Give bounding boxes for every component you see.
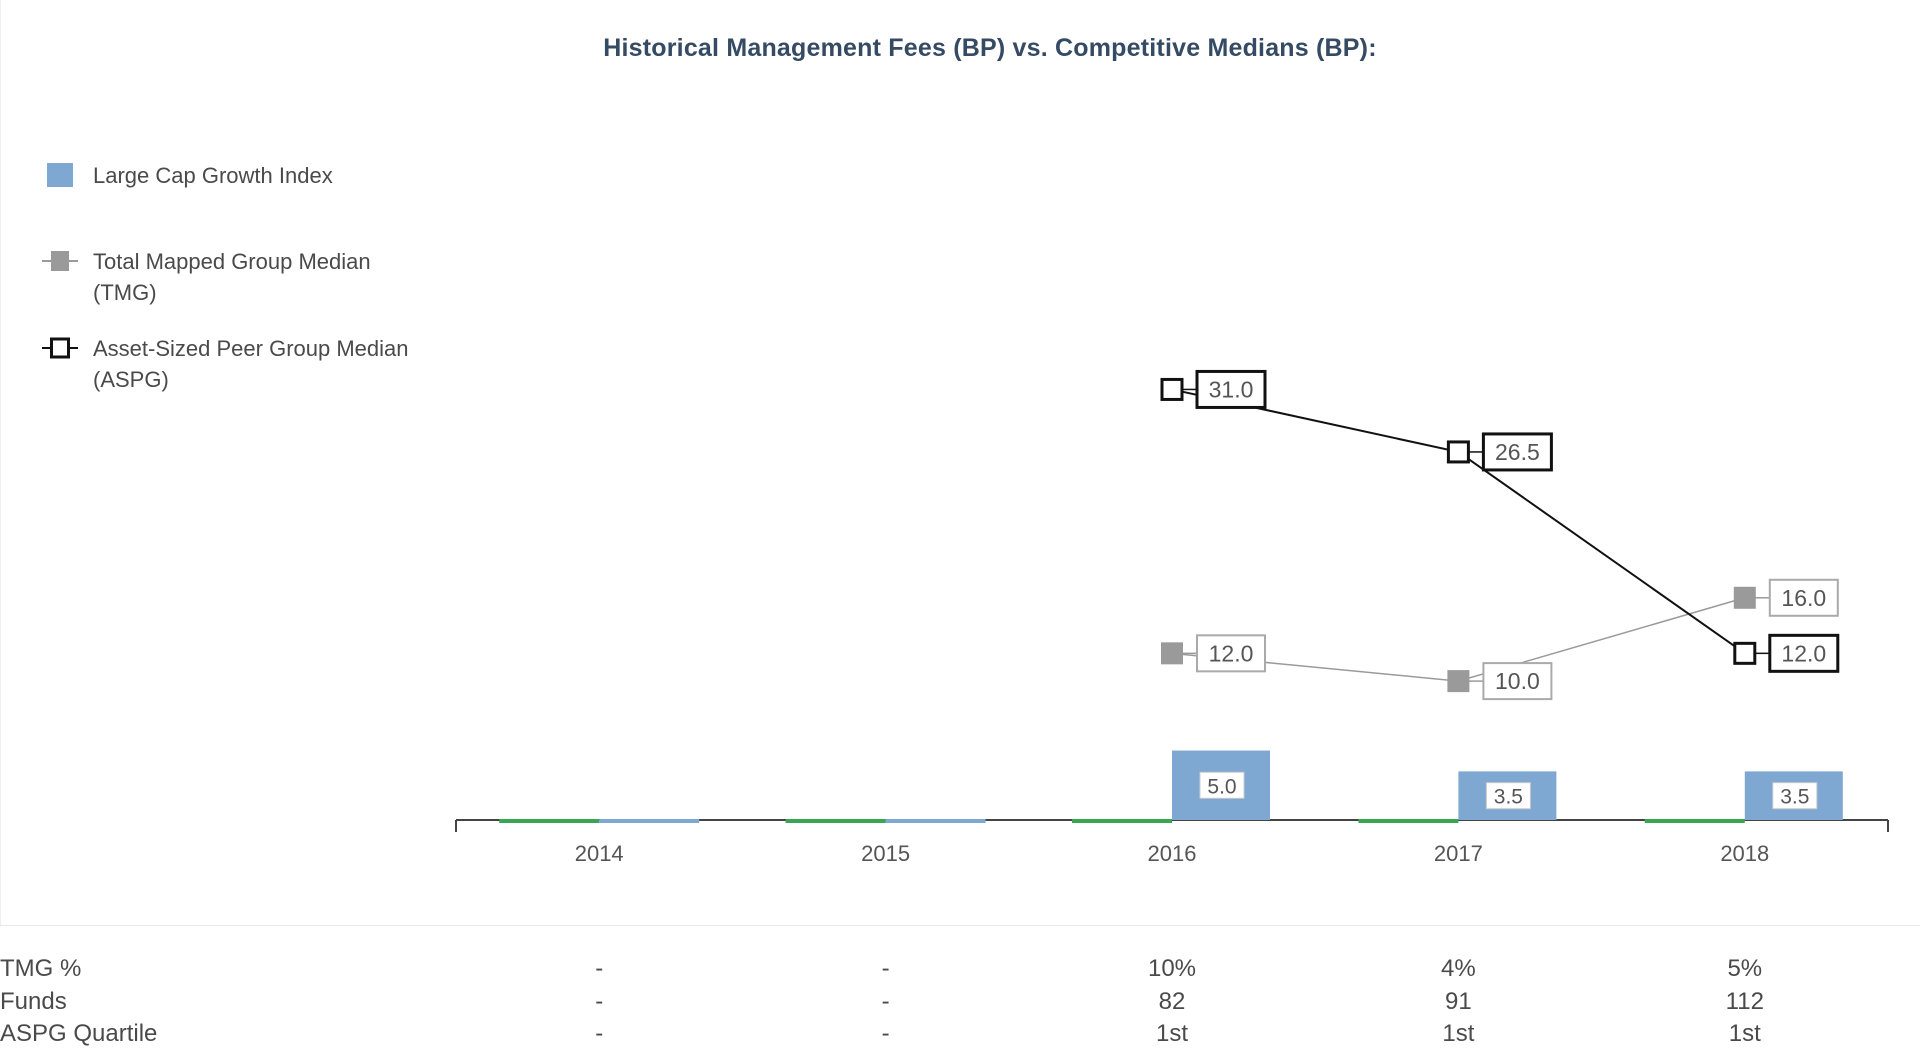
series-data-label: 10.0 [1495, 668, 1540, 694]
table-cell: - [595, 955, 604, 982]
series-data-label-box [1195, 369, 1267, 409]
legend-label: Large Cap Growth Index [93, 163, 333, 188]
series-marker [1447, 670, 1470, 693]
series-data-label: 26.5 [1495, 439, 1540, 465]
series-data-label: 12.0 [1209, 640, 1254, 666]
table-cell: 4% [1441, 955, 1476, 982]
bar-data-label: 3.5 [1780, 786, 1809, 809]
table-cell: - [881, 988, 890, 1015]
legend-label: Total Mapped Group Median (TMG) [93, 249, 371, 305]
series-data-label-box [1768, 578, 1839, 617]
open-square-line-icon [42, 337, 78, 359]
table-cell: 82 [1158, 988, 1186, 1015]
series-data-label-box [1196, 634, 1266, 673]
gray-square-line-icon [42, 251, 78, 271]
bar-data-label: 5.0 [1207, 775, 1236, 798]
series-data-label: 12.0 [1781, 640, 1826, 666]
series-marker [1161, 642, 1183, 665]
chart-plot: 2014 2015 5.0 2016 3.5 2017 3.5 2018 12.0 10.0 16.… [455, 369, 1889, 866]
series-marker [1446, 440, 1470, 464]
table-cell: - [595, 1020, 604, 1047]
table-divider [0, 925, 1920, 926]
series-marker [1733, 586, 1756, 609]
series-data-label: 31.0 [1209, 376, 1254, 402]
chart-title: Historical Management Fees (BP) vs. Comp… [603, 34, 1377, 62]
table-cell: 10% [1147, 955, 1197, 982]
table-cell: - [881, 955, 890, 982]
series-marker [1160, 377, 1184, 401]
x-tick-label: 2014 [575, 841, 624, 866]
table-cell: 1st [1442, 1020, 1475, 1047]
table-cell: 1st [1155, 1020, 1188, 1047]
legend-label: Asset-Sized Peer Group Median (ASPG) [93, 336, 409, 392]
series-data-label-box [1482, 662, 1553, 701]
series-data-label: 16.0 [1781, 585, 1826, 611]
table-cell: - [881, 1020, 890, 1047]
square-swatch-icon [47, 163, 73, 187]
bar-data-label-box [1199, 771, 1245, 799]
table-row-label: ASPG Quartile [0, 1020, 158, 1047]
x-tick-label: 2016 [1148, 841, 1197, 866]
series-data-label-box [1481, 432, 1553, 472]
table-cell: - [595, 988, 604, 1015]
bar-data-label-box [1485, 782, 1531, 810]
chart-frame-line [0, 0, 1, 925]
table-cell: 1st [1728, 1020, 1761, 1047]
x-tick-label: 2015 [861, 841, 910, 866]
bar-data-label-box [1772, 782, 1818, 810]
x-tick-label: 2017 [1434, 841, 1483, 866]
series-data-label-box [1768, 633, 1840, 673]
table-row-label: TMG % [0, 955, 82, 982]
series-marker [1733, 641, 1757, 665]
table-row-label: Funds [0, 988, 67, 1015]
bar-data-label: 3.5 [1494, 786, 1523, 809]
table-cell: 5% [1727, 955, 1763, 982]
x-tick-label: 2018 [1720, 841, 1769, 866]
table-cell: 91 [1445, 988, 1472, 1015]
table-cell: 112 [1725, 988, 1764, 1015]
series-line [1171, 388, 1746, 655]
